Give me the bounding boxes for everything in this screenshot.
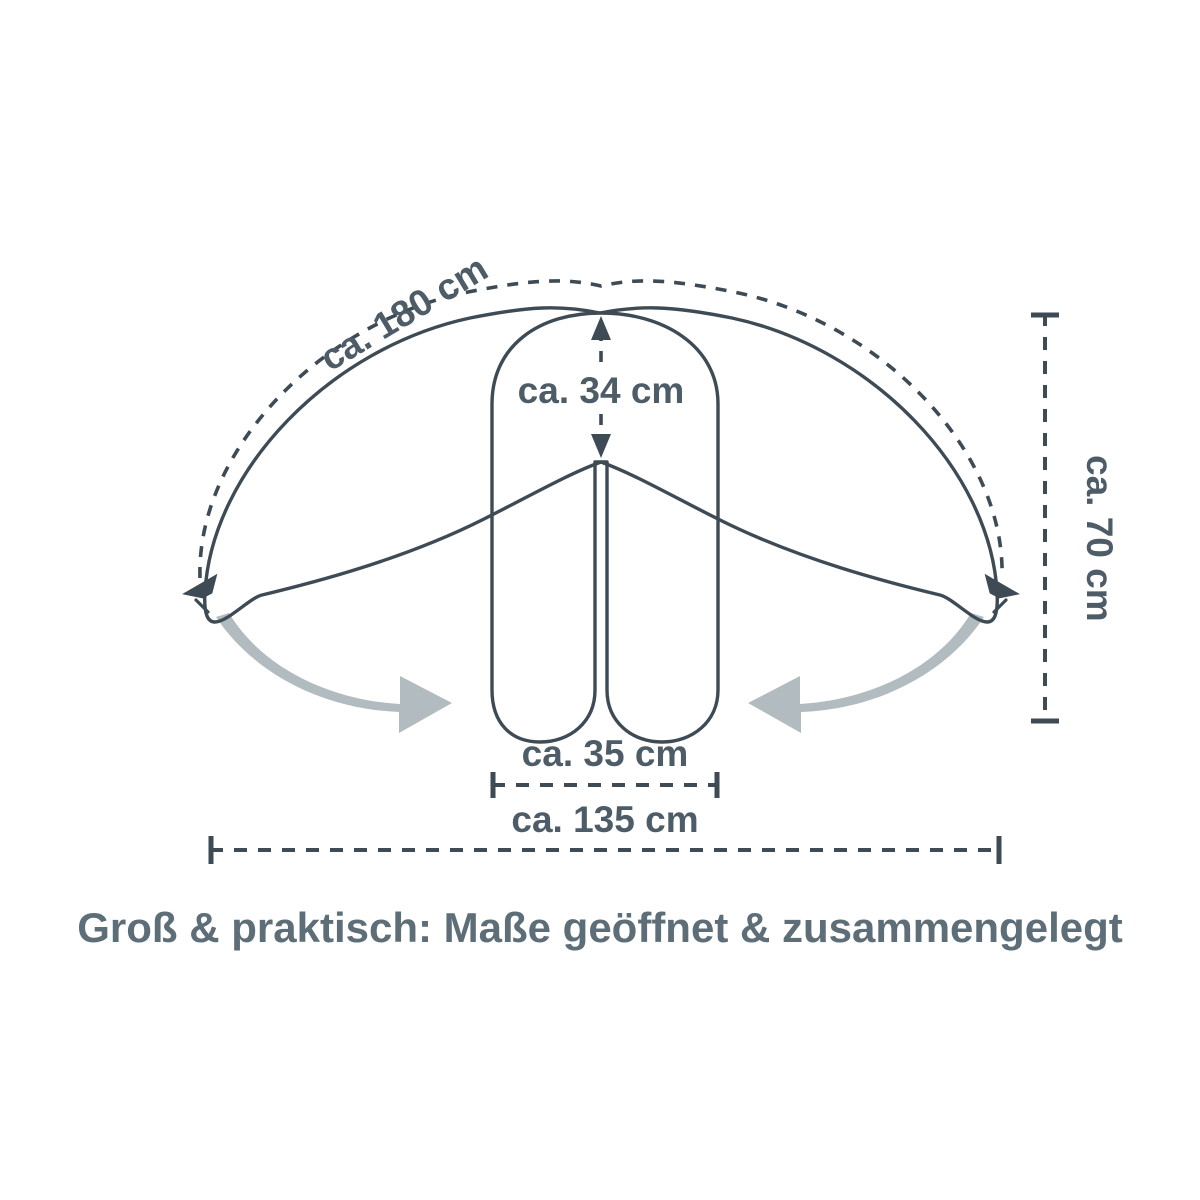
- label-folded-width: ca. 35 cm: [522, 733, 689, 774]
- dimension-width-open: ca. 135 cm: [208, 799, 1002, 864]
- label-height-open: ca. 70 cm: [1079, 455, 1120, 622]
- label-length-open: ca. 180 cm: [313, 247, 495, 379]
- dimension-folded-width: ca. 35 cm: [490, 733, 720, 798]
- fold-arrow-left: [216, 613, 452, 733]
- pillow-open-outline: [203, 306, 999, 624]
- dimension-length-open: ca. 180 cm: [182, 247, 1020, 614]
- fold-arrow-right: [748, 613, 984, 733]
- label-width-open: ca. 135 cm: [511, 799, 698, 840]
- label-folded-top-height: ca. 34 cm: [518, 370, 685, 411]
- dimension-height-open: ca. 70 cm: [1031, 312, 1120, 724]
- pillow-folded-outline: [490, 311, 720, 744]
- dimension-folded-top-height: ca. 34 cm: [516, 316, 692, 458]
- diagram-caption: Groß & praktisch: Maße geöffnet & zusamm…: [77, 904, 1123, 951]
